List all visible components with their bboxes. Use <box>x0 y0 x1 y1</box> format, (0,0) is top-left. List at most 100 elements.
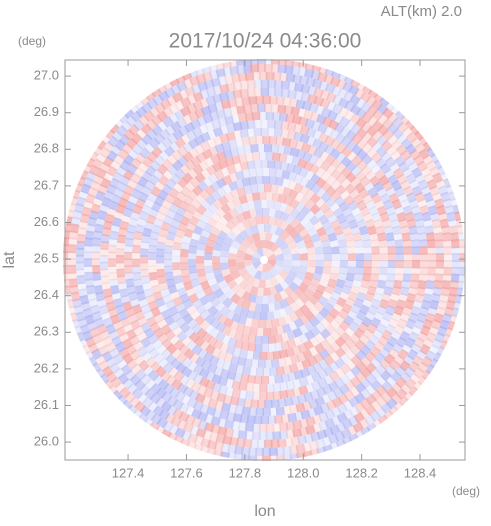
echo-cell <box>195 73 207 84</box>
echo-cell <box>78 220 89 230</box>
echo-cell <box>305 424 316 435</box>
echo-cell <box>246 415 256 424</box>
echo-cell <box>176 117 188 129</box>
echo-cell <box>215 331 226 342</box>
echo-cell <box>299 293 310 305</box>
echo-cell <box>106 150 118 162</box>
echo-cell <box>288 281 300 292</box>
echo-cell <box>111 335 123 347</box>
echo-cell <box>281 246 292 256</box>
echo-cell <box>304 118 316 129</box>
echo-cell <box>241 454 251 461</box>
echo-cell <box>319 202 331 214</box>
echo-cell <box>343 389 355 402</box>
echo-cell <box>292 164 303 175</box>
echo-cell <box>308 398 319 409</box>
echo-cell <box>98 345 110 357</box>
echo-cell <box>366 147 378 159</box>
echo-cell <box>156 255 165 264</box>
echo-cell <box>355 371 367 383</box>
echo-cell <box>236 145 246 156</box>
echo-cell <box>371 212 382 223</box>
echo-cell <box>361 272 372 282</box>
echo-cell <box>274 209 284 220</box>
echo-cell <box>105 323 117 335</box>
echo-cell <box>259 383 268 393</box>
echo-cell <box>341 146 353 158</box>
echo-cell <box>156 248 165 257</box>
echo-cell <box>298 265 308 275</box>
echo-cell <box>124 271 134 281</box>
echo-cell <box>188 70 199 79</box>
echo-cell <box>322 246 332 255</box>
echo-cell <box>314 167 326 178</box>
echo-cell <box>385 386 398 399</box>
echo-cell <box>217 75 228 86</box>
echo-cell <box>267 160 276 169</box>
echo-cell <box>80 183 91 195</box>
echo-cell <box>329 319 341 331</box>
echo-cell <box>369 410 382 423</box>
echo-cell <box>394 155 406 168</box>
echo-cell <box>451 260 461 269</box>
echo-cell <box>74 202 85 214</box>
echo-cell <box>354 339 366 351</box>
echo-cell <box>284 154 295 164</box>
echo-cell <box>227 328 238 339</box>
echo-cell <box>238 153 248 163</box>
echo-cell <box>285 388 296 399</box>
echo-cell <box>333 314 345 325</box>
echo-cell <box>290 66 301 76</box>
echo-cell <box>165 300 176 311</box>
echo-cell <box>282 454 292 461</box>
echo-cell <box>215 322 226 333</box>
echo-cell <box>310 277 321 288</box>
echo-cell <box>404 378 417 390</box>
echo-cell <box>255 216 263 225</box>
echo-cell <box>253 270 262 280</box>
echo-cell <box>289 453 299 460</box>
echo-cell <box>273 247 283 256</box>
echo-cell <box>280 80 291 90</box>
x-tick-label: 128.0 <box>287 465 320 480</box>
echo-cell <box>76 274 86 285</box>
echo-cell <box>250 104 259 113</box>
echo-cell <box>180 268 190 278</box>
echo-cell <box>367 187 379 199</box>
echo-cell <box>312 129 323 141</box>
echo-cell <box>433 312 444 324</box>
echo-cell <box>183 228 194 238</box>
echo-cell <box>195 427 207 439</box>
echo-cell <box>245 264 255 273</box>
echo-cell <box>120 120 133 132</box>
echo-cell <box>168 187 180 199</box>
echo-cell <box>204 265 214 274</box>
echo-cell <box>130 157 142 170</box>
echo-cell <box>124 251 133 260</box>
echo-cell <box>211 119 222 130</box>
echo-cell <box>200 437 211 449</box>
echo-cell <box>254 303 263 312</box>
echo-cell <box>361 193 373 205</box>
echo-cell <box>360 232 371 242</box>
echo-cell <box>100 311 111 322</box>
echo-cell <box>76 268 85 278</box>
echo-cell <box>413 154 425 167</box>
echo-cell <box>269 407 278 416</box>
echo-cell <box>85 230 95 240</box>
echo-cell <box>333 225 344 236</box>
echo-cell <box>272 431 282 440</box>
echo-cell <box>161 428 172 438</box>
echo-cell <box>173 339 185 351</box>
echo-cell <box>331 253 341 261</box>
echo-cell <box>247 374 256 384</box>
echo-cell <box>265 249 275 258</box>
echo-cell <box>385 205 396 217</box>
echo-cell <box>425 232 435 242</box>
echo-cell <box>194 193 206 205</box>
echo-cell <box>285 380 296 390</box>
echo-cell <box>132 271 142 281</box>
echo-cell <box>257 103 266 113</box>
echo-cell <box>248 447 258 456</box>
echo-cell <box>395 336 407 348</box>
